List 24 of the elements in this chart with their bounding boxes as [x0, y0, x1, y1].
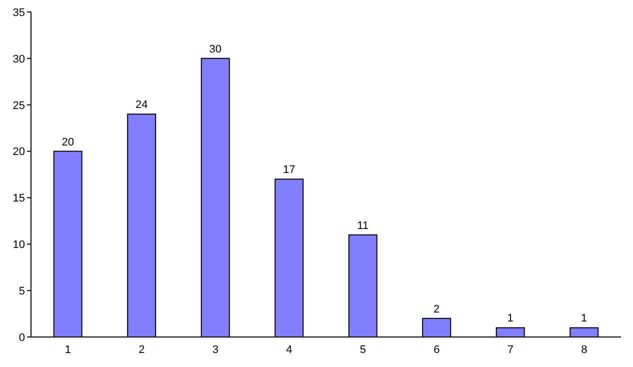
y-tick-label: 15 — [12, 192, 25, 205]
y-tick-label: 10 — [12, 239, 25, 252]
x-tick-label: 1 — [64, 344, 71, 356]
x-tick-label: 8 — [581, 344, 588, 356]
y-tick-label: 0 — [18, 332, 25, 344]
x-tick-label: 3 — [212, 344, 218, 356]
data-label: 17 — [282, 164, 296, 176]
x-tick-label: 2 — [138, 344, 145, 356]
data-label: 20 — [62, 136, 74, 148]
y-tick-label: 5 — [18, 285, 25, 298]
x-tick-label: 7 — [507, 344, 514, 356]
data-label: 2 — [434, 303, 440, 316]
y-tick-label: 20 — [12, 146, 25, 158]
x-tick-label: 4 — [286, 344, 292, 356]
data-label: 24 — [135, 99, 148, 112]
data-label: 30 — [209, 43, 222, 56]
data-label: 1 — [507, 312, 514, 325]
data-label: 11 — [357, 220, 369, 232]
y-tick-label: 30 — [12, 53, 25, 66]
y-tick-label: 35 — [12, 6, 25, 19]
y-tick-label: 25 — [12, 100, 25, 112]
data-label: 1 — [581, 312, 588, 325]
x-tick-label: 5 — [360, 344, 366, 356]
x-tick-label: 6 — [434, 344, 440, 356]
